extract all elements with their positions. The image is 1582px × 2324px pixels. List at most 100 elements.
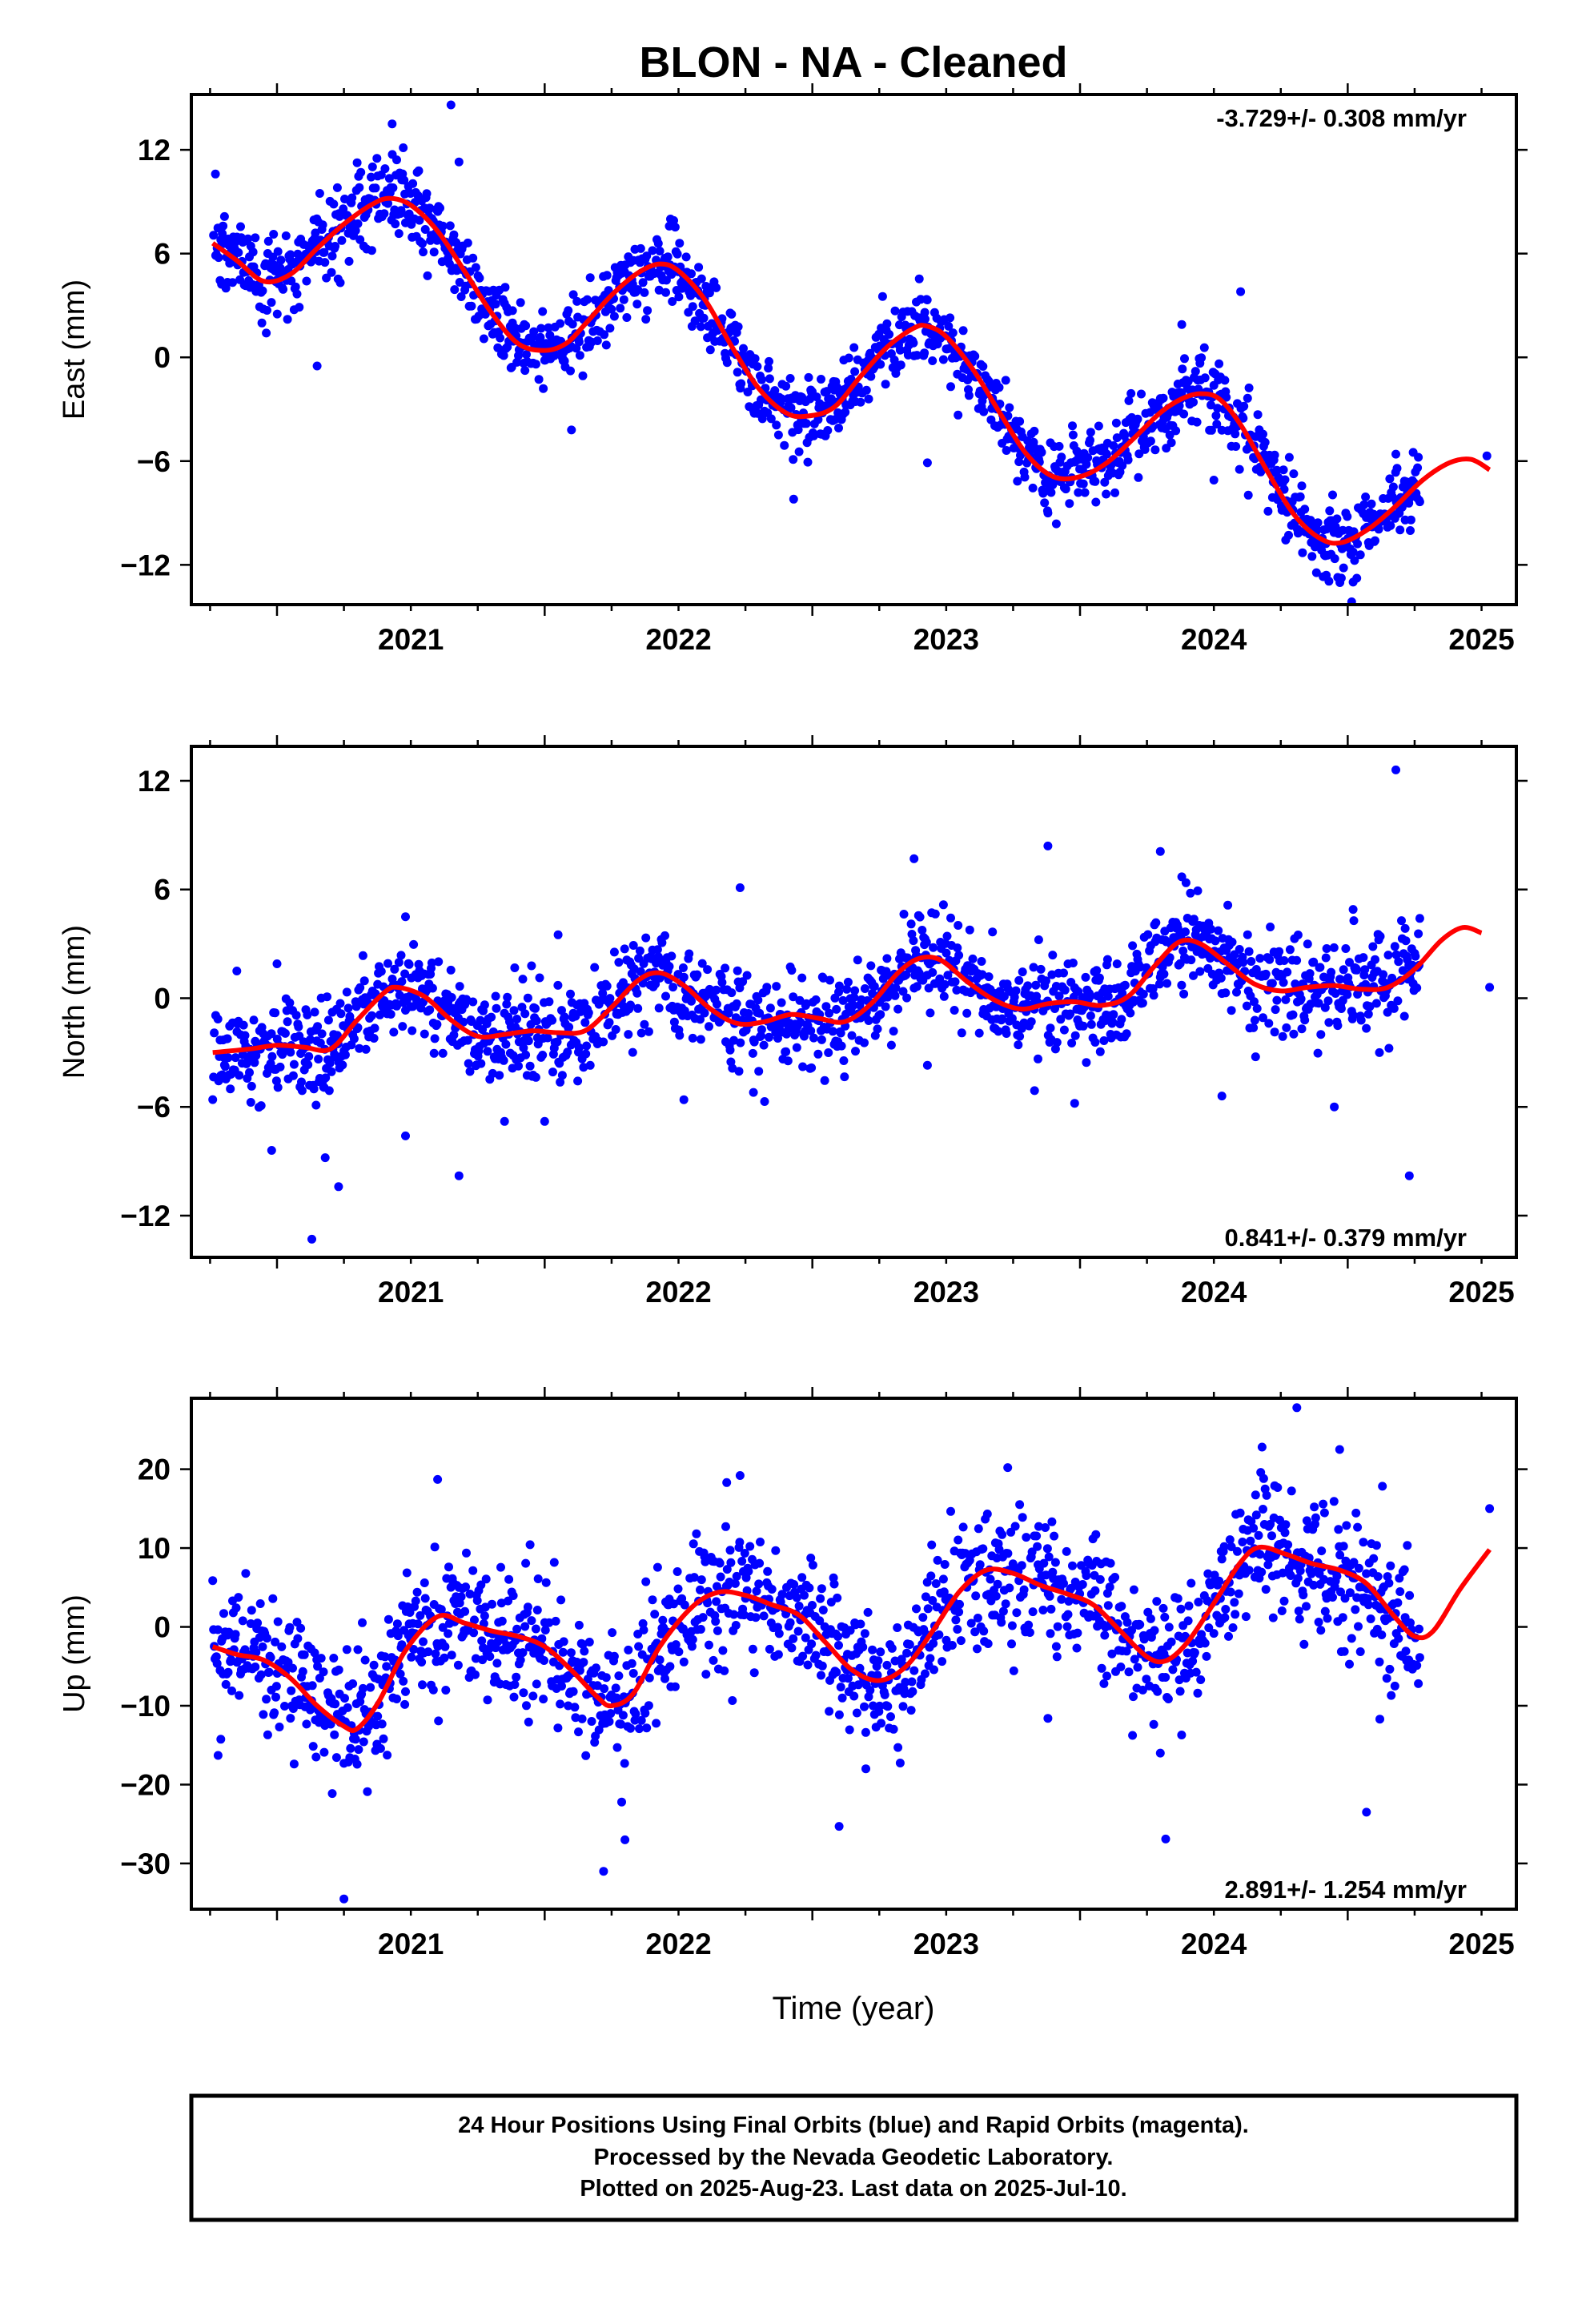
- data-point: [1017, 1561, 1026, 1570]
- data-point: [787, 966, 797, 975]
- data-point: [753, 362, 762, 372]
- data-point: [636, 1028, 646, 1038]
- data-point: [1279, 1596, 1289, 1606]
- data-point: [1393, 1598, 1403, 1607]
- data-point: [327, 1789, 337, 1799]
- data-point: [1292, 1403, 1302, 1413]
- data-point: [1063, 1610, 1073, 1619]
- data-point: [1026, 1017, 1036, 1027]
- data-point: [1238, 1538, 1247, 1546]
- data-point: [1224, 1631, 1233, 1641]
- data-point: [553, 980, 563, 990]
- data-point: [394, 229, 404, 239]
- data-point: [1209, 476, 1219, 485]
- data-point: [994, 383, 1004, 392]
- data-point: [434, 1716, 444, 1726]
- data-point: [392, 1695, 401, 1703]
- data-point: [1348, 905, 1358, 915]
- data-point: [447, 1651, 456, 1660]
- data-point: [762, 983, 772, 992]
- data-point: [263, 306, 271, 315]
- data-point: [1171, 426, 1181, 436]
- data-point: [257, 318, 267, 328]
- data-point: [537, 1634, 547, 1643]
- data-point: [834, 1641, 843, 1650]
- data-point: [1251, 1510, 1261, 1520]
- data-point: [808, 1601, 817, 1610]
- data-point: [921, 1669, 930, 1679]
- data-point: [1122, 1029, 1131, 1039]
- data-point: [404, 959, 414, 969]
- data-point: [1329, 943, 1339, 952]
- data-point: [725, 1546, 735, 1555]
- data-point: [419, 247, 428, 257]
- data-point: [961, 1549, 970, 1558]
- data-point: [1137, 389, 1146, 399]
- data-point: [483, 1695, 492, 1705]
- data-point: [1339, 965, 1348, 975]
- data-point: [387, 119, 397, 129]
- data-point: [519, 1688, 528, 1698]
- data-point: [648, 1595, 657, 1605]
- data-point: [568, 320, 577, 329]
- data-point: [307, 1681, 317, 1691]
- data-point: [1090, 476, 1100, 486]
- data-point: [627, 1659, 636, 1668]
- data-point: [1379, 970, 1388, 979]
- data-point: [268, 1594, 278, 1603]
- data-point: [1074, 488, 1083, 497]
- data-point: [624, 1030, 633, 1039]
- data-point: [611, 1025, 620, 1034]
- data-point: [681, 252, 691, 262]
- data-point: [882, 1660, 892, 1670]
- data-point: [1177, 320, 1186, 329]
- data-point: [579, 1658, 588, 1667]
- data-point: [722, 1478, 732, 1487]
- data-point: [1375, 1657, 1384, 1667]
- east-fit-curve: [211, 195, 1492, 546]
- data-point: [1146, 1614, 1155, 1623]
- data-point: [1263, 506, 1273, 516]
- data-point: [309, 1084, 319, 1094]
- data-point: [1289, 1029, 1299, 1039]
- data-point: [1314, 999, 1323, 1008]
- y-tick-label: 0: [154, 341, 171, 374]
- data-point: [502, 999, 512, 1009]
- data-point: [616, 304, 625, 313]
- data-point: [1191, 1667, 1201, 1677]
- data-point: [866, 961, 876, 971]
- data-point: [696, 1585, 705, 1594]
- y-tick-label: 10: [138, 1532, 171, 1565]
- data-point: [580, 1018, 590, 1027]
- data-point: [939, 991, 949, 1001]
- data-point: [223, 1053, 233, 1063]
- data-point: [825, 975, 834, 985]
- data-point: [628, 941, 638, 950]
- data-point: [1375, 931, 1385, 941]
- data-point: [1120, 980, 1130, 990]
- data-point: [321, 1073, 331, 1083]
- data-point: [1322, 944, 1331, 953]
- data-point: [866, 372, 876, 381]
- data-point: [467, 301, 476, 311]
- data-point: [1033, 1542, 1042, 1551]
- data-point: [1034, 935, 1043, 944]
- y-tick-label: −6: [137, 445, 171, 478]
- data-point: [1331, 989, 1340, 998]
- data-point: [653, 239, 663, 248]
- data-point: [600, 1684, 609, 1694]
- data-point: [1038, 1606, 1048, 1614]
- data-point: [1068, 1561, 1077, 1570]
- data-point: [1212, 420, 1222, 429]
- data-point: [697, 959, 707, 968]
- data-point: [236, 222, 245, 231]
- data-point: [231, 1603, 241, 1613]
- data-point: [855, 1663, 865, 1673]
- data-point: [246, 1619, 255, 1628]
- data-point: [1411, 951, 1420, 961]
- data-point: [1057, 452, 1066, 462]
- data-point: [868, 1645, 877, 1655]
- data-point: [975, 1560, 985, 1570]
- data-point: [558, 1647, 568, 1657]
- data-point: [759, 1040, 769, 1050]
